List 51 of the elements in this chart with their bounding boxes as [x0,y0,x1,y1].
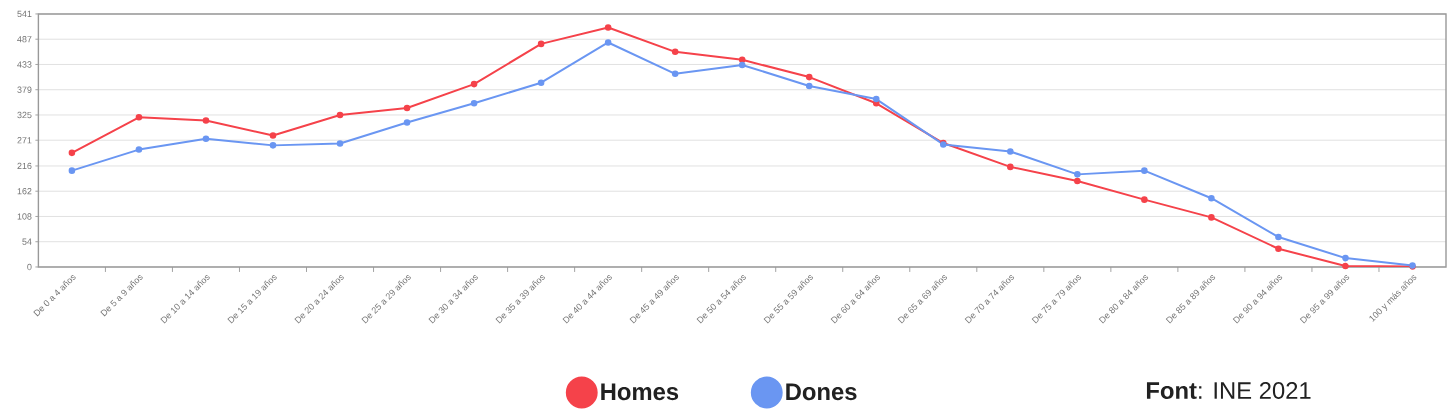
point [1275,245,1282,252]
legend-label: Dones [786,383,857,400]
legend-label: Homes [601,383,679,400]
y-tick-label: 108 [17,213,32,220]
point [403,118,411,126]
point [1074,177,1081,185]
point [202,135,210,142]
point [872,95,880,103]
y-tick-label: 216 [17,162,32,169]
point [604,24,612,31]
point [68,149,76,156]
y-tick-label: 162 [17,187,32,195]
y-tick-label: 325 [17,111,32,118]
y-tick-label: 271 [17,136,32,144]
point [68,167,76,174]
point [1208,213,1215,221]
point [269,132,277,139]
point [1342,254,1349,262]
point [403,104,411,112]
point [1007,147,1014,155]
point [537,79,545,86]
point [604,38,612,46]
point [1342,262,1349,270]
point [671,70,679,77]
point [537,40,545,47]
y-tick-label: 54 [22,238,32,245]
y-tick-label: 433 [17,61,32,68]
point [336,140,344,147]
point [135,146,143,153]
y-tick-label: 487 [17,35,32,43]
point [805,82,813,90]
point [470,99,478,107]
y-tick-label: 541 [17,10,32,17]
point [1275,233,1282,241]
y-tick-label: 379 [17,86,32,93]
point [738,56,746,63]
point [135,113,143,121]
point [269,141,277,149]
point [470,80,478,88]
point [1208,194,1215,202]
point [1141,196,1148,203]
point [336,111,344,119]
text: Font: INE 2021 [1146,381,1311,399]
point [805,73,813,81]
point [202,117,210,124]
point [1007,163,1014,170]
point [1074,170,1081,178]
y-tick-label: 0 [27,263,32,270]
point [738,61,746,69]
point [671,48,679,55]
point [1141,167,1148,174]
